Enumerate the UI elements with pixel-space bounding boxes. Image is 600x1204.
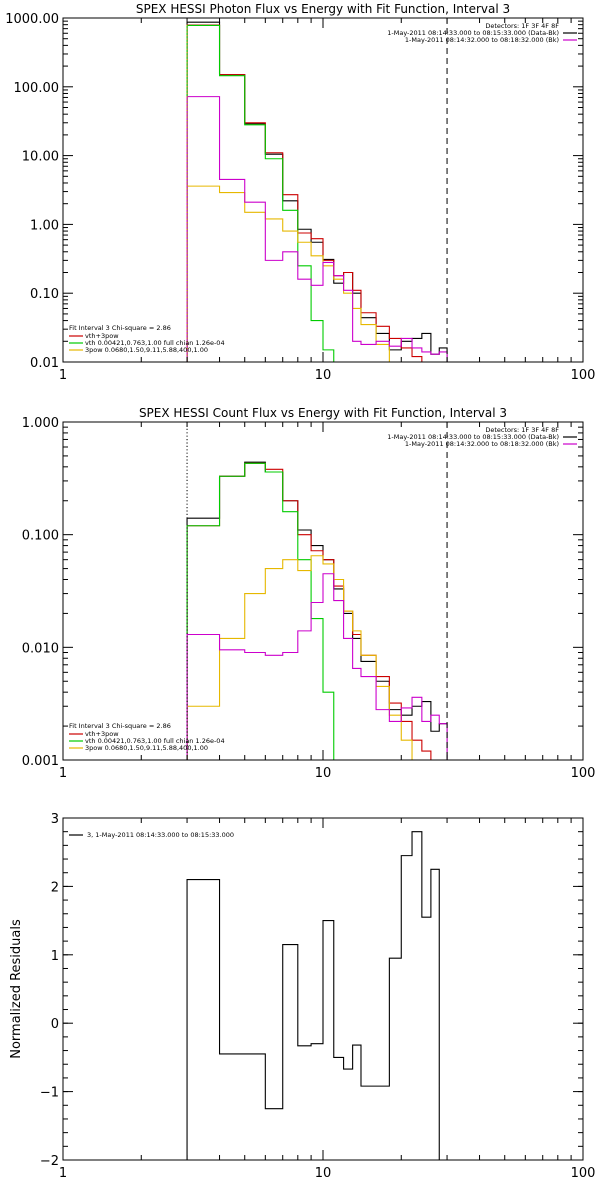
x-tick-label: 10	[315, 1166, 332, 1181]
plot-area	[186, 21, 448, 362]
x-tick-label: 1	[59, 1166, 67, 1181]
fit-legend-label: 3pow 0.0680,1.50,9.11,5.88,400,1.00	[85, 744, 208, 752]
x-tick-label: 10	[315, 368, 332, 383]
fit-legend-label: vth+3pow	[85, 730, 119, 738]
y-tick-label: 0.001	[22, 754, 59, 769]
fit-legend-title: Fit Interval 3 Chi-square = 2.86	[69, 722, 171, 730]
y-tick-label: 0.01	[30, 356, 59, 371]
y-tick-label: 1.00	[30, 218, 59, 233]
fit-legend-title: Fit Interval 3 Chi-square = 2.86	[69, 324, 171, 332]
x-tick-label: 1	[59, 766, 67, 781]
plot-area	[186, 461, 448, 760]
fit-legend-label: vth 0.00421,0.763,1.00 full chian 1.26e-…	[85, 737, 225, 745]
series-line-magenta	[186, 573, 448, 760]
plot-frame	[62, 17, 584, 363]
series-line-green	[186, 462, 345, 760]
series-line-black	[186, 21, 448, 362]
chart-title: SPEX HESSI Count Flux vs Energy with Fit…	[139, 406, 507, 420]
info-text-line: 1-May-2011 08:14:33.000 to 08:15:33.000 …	[387, 29, 559, 37]
info-text-line: 1-May-2011 08:14:32.000 to 08:18:32.000 …	[405, 440, 559, 448]
y-tick-label: −2	[40, 1154, 59, 1169]
y-tick-label: 100.00	[14, 81, 60, 96]
series-line-magenta	[186, 96, 448, 362]
x-tick-label: 100	[571, 1166, 596, 1181]
y-tick-label: 1.000	[22, 416, 59, 431]
y-tick-label: 10.00	[22, 150, 59, 165]
series-line-green	[186, 24, 335, 362]
y-tick-label: 0.100	[22, 529, 59, 544]
y-tick-label: 3	[51, 812, 59, 827]
y-tick-label: −1	[40, 1086, 59, 1101]
y-tick-label: 0.10	[30, 287, 59, 302]
info-text-line: 1-May-2011 08:14:32.000 to 08:18:32.000 …	[405, 36, 559, 44]
y-tick-label: 2	[51, 880, 59, 895]
series-line-black	[186, 831, 440, 1160]
fit-legend-label: vth 0.00421,0.763,1.00 full chian 1.26e-…	[85, 339, 225, 347]
y-axis-label: Normalized Residuals	[9, 919, 24, 1059]
x-tick-label: 100	[571, 766, 596, 781]
legend-label: 3, 1-May-2011 08:14:33.000 to 08:15:33.0…	[87, 831, 234, 839]
chart-panel-1: SPEX HESSI Photon Flux vs Energy with Fi…	[5, 2, 596, 383]
series-line-yellow	[186, 555, 423, 760]
series-line-red	[186, 462, 440, 760]
info-text-line: 1-May-2011 08:14:33.000 to 08:15:33.000 …	[387, 433, 559, 441]
y-tick-label: 0.010	[22, 641, 59, 656]
y-tick-label: 1	[51, 949, 59, 964]
chart-panel-2: SPEX HESSI Count Flux vs Energy with Fit…	[22, 406, 596, 781]
x-tick-label: 10	[315, 766, 332, 781]
series-line-red	[186, 24, 432, 362]
fit-legend-label: vth+3pow	[85, 332, 119, 340]
info-text-line: Detectors: 1F 3F 4F 8F	[485, 22, 559, 30]
x-tick-label: 100	[571, 368, 596, 383]
x-tick-label: 1	[59, 368, 67, 383]
chart-title: SPEX HESSI Photon Flux vs Energy with Fi…	[136, 2, 510, 16]
y-tick-label: 1000.00	[5, 12, 59, 27]
fit-legend-label: 3pow 0.0680,1.50,9.11,5.88,400,1.00	[85, 346, 208, 354]
chart-panel-3: 1 10 100 −2 −1 0 1 2 3 Normalized Residuals 3, 1-M…	[9, 812, 596, 1181]
info-text-line: Detectors: 1F 3F 4F 8F	[485, 426, 559, 434]
plot-area	[186, 831, 440, 1160]
series-line-black	[186, 461, 448, 760]
y-tick-label: 0	[51, 1017, 59, 1032]
